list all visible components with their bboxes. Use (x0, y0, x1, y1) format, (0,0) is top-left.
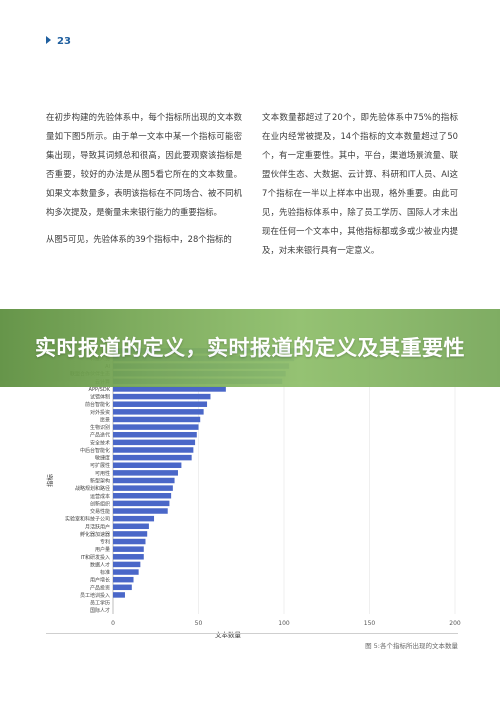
bar (113, 592, 125, 598)
bar (113, 576, 134, 583)
banner-title: 实时报道的定义，实时报道的定义及其重要性 (35, 335, 465, 360)
bar (113, 523, 149, 530)
y-tick-label: 可用性 (95, 470, 110, 477)
bar (113, 462, 182, 468)
y-tick-label: 月活跃用户 (85, 523, 110, 530)
y-tick-label: 孵化器加速器 (80, 531, 110, 538)
y-tick-label: 产品迭代 (90, 432, 110, 439)
y-tick-label: 标准 (100, 569, 110, 576)
bar (113, 401, 208, 407)
x-tick-label: 150 (364, 620, 376, 627)
bar (113, 515, 155, 522)
left-column: 在初步构建的先验体系中，每个指标所出现的文本数量如下图5所示。由于单一文本中某一… (46, 108, 242, 257)
left-paragraph-2: 从图5可见，先验体系的39个指标中，28个指标的 (46, 234, 232, 244)
bar (113, 538, 146, 545)
bar (113, 454, 192, 461)
y-tick-label: 前台智能化 (85, 401, 110, 408)
chart-caption: 图 5:各个指标所出现的文本数量 (365, 642, 458, 650)
y-tick-label: 中后台智能化 (80, 447, 110, 454)
bar (113, 386, 226, 392)
y-tick-label: 用户量 (95, 546, 110, 553)
y-tick-label: 员工学历 (90, 600, 110, 607)
y-axis-title: 指标 (45, 474, 54, 488)
right-paragraph-1: 文本数量都超过了20个，即先验体系中75%的指标在业内经常被提及，14个指标的文… (262, 112, 458, 255)
y-tick-label: 交易性能 (90, 508, 110, 515)
y-tick-label: APP/SDK (89, 387, 111, 393)
bar (113, 424, 199, 430)
bar (113, 493, 172, 499)
y-tick-label: 实验室和科技子公司 (65, 516, 110, 523)
triangle-marker-icon (46, 36, 51, 44)
x-tick-label: 0 (111, 620, 115, 627)
bar (113, 569, 139, 575)
y-tick-label: 愿景 (100, 416, 110, 423)
y-tick-label: 试错体制 (90, 394, 110, 401)
bar (113, 508, 168, 514)
y-tick-label: 用户增长 (90, 577, 110, 584)
y-tick-label: 可扩展性 (90, 462, 110, 469)
y-tick-label: 国际人才 (90, 607, 110, 614)
y-tick-label: 战略规划和路径 (75, 485, 110, 492)
x-axis-title: 文本数量 (215, 630, 242, 639)
bar (113, 546, 144, 552)
bottom-divider (46, 633, 458, 634)
right-column: 文本数量都超过了20个，即先验体系中75%的指标在业内经常被提及，14个指标的文… (262, 108, 458, 268)
bar (113, 500, 170, 507)
y-tick-label: 专利 (100, 539, 110, 546)
page-number-text: 23 (57, 36, 71, 47)
left-paragraph-1: 在初步构建的先验体系中，每个指标所出现的文本数量如下图5所示。由于单一文本中某一… (46, 112, 242, 217)
bar (113, 470, 178, 476)
y-tick-label: 运营成本 (90, 493, 110, 500)
y-tick-label: 生物识别 (90, 424, 110, 431)
y-tick-label: 产品投资 (90, 584, 110, 591)
bar (113, 393, 211, 400)
bar (113, 409, 204, 415)
y-tick-label: 新型架构 (90, 478, 110, 485)
y-tick-label: IT和研发投入 (80, 554, 110, 561)
bar (113, 477, 175, 484)
title-banner: 实时报道的定义，实时报道的定义及其重要性 (0, 309, 500, 387)
x-tick-label: 100 (278, 620, 290, 627)
bar (113, 554, 144, 560)
y-tick-label: 数据人才 (90, 561, 110, 568)
y-tick-label: 安全技术 (90, 439, 110, 446)
y-tick-label: 对外投资 (90, 409, 110, 416)
bar (113, 439, 196, 446)
bar (113, 447, 194, 453)
page-number: 23 (46, 36, 71, 47)
y-tick-label: 创新组织 (90, 500, 110, 507)
x-tick-label: 50 (195, 620, 203, 627)
bar (113, 431, 197, 438)
x-tick-label: 200 (449, 620, 461, 627)
bar (113, 584, 132, 591)
bar (113, 416, 201, 423)
bar (113, 531, 148, 537)
y-tick-label: 员工培训投入 (80, 592, 110, 599)
bar (113, 485, 173, 491)
bar (113, 561, 141, 568)
y-tick-label: 敏捷度 (95, 455, 110, 462)
